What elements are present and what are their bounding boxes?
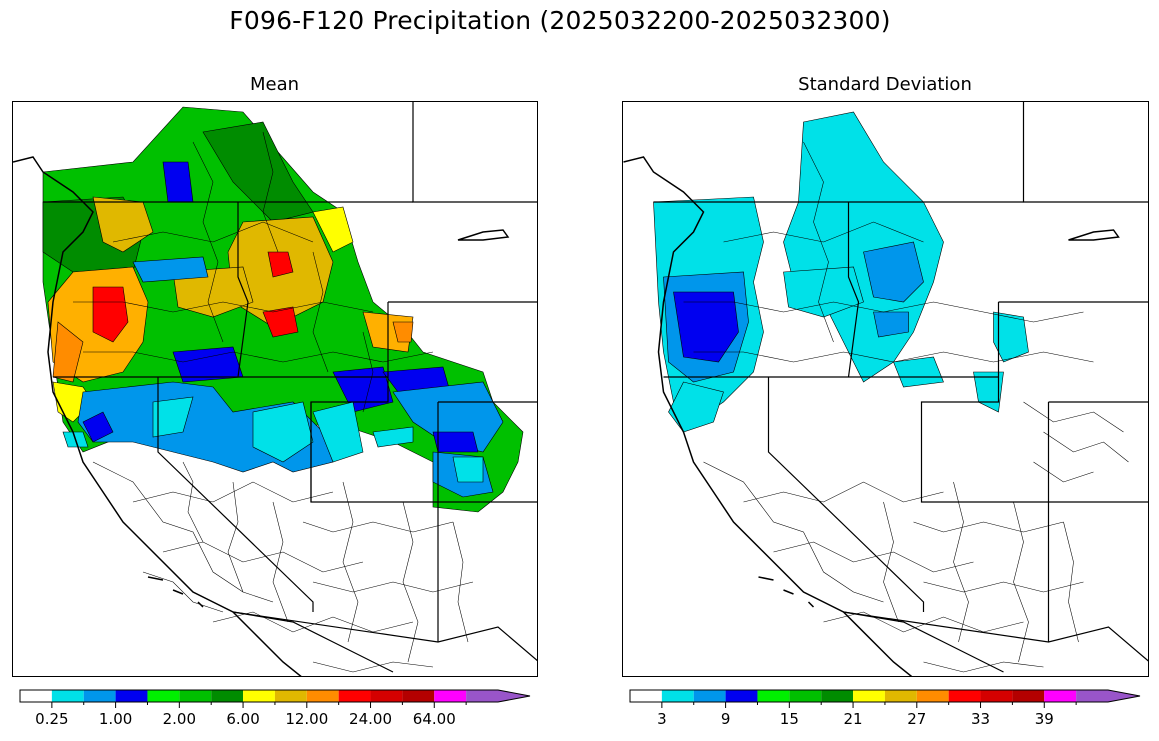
colorbar-segment bbox=[51, 690, 84, 702]
colorbar-stddev bbox=[629, 689, 1141, 708]
colorbar-segment bbox=[179, 690, 212, 702]
colorbar-tick-label: 39 bbox=[1034, 710, 1054, 728]
colorbar-tick-label: 15 bbox=[779, 710, 799, 728]
colorbar-segment bbox=[20, 690, 52, 702]
colorbar-stddev-svg bbox=[629, 689, 1141, 708]
precip-shading-mean bbox=[42, 106, 524, 513]
colorbar-segment bbox=[83, 690, 116, 702]
colorbar-tick-label: 3 bbox=[657, 710, 667, 728]
state-borders-stddev bbox=[653, 102, 1148, 673]
colorbar-segment bbox=[757, 690, 790, 702]
colorbar-segment bbox=[402, 690, 435, 702]
map-mean bbox=[12, 101, 538, 677]
map-stddev bbox=[622, 101, 1149, 677]
colorbar-segment bbox=[916, 690, 949, 702]
colorbar-segment bbox=[1044, 690, 1077, 702]
coastline-mean bbox=[13, 156, 510, 676]
colorbar-segment bbox=[306, 690, 339, 702]
colorbar-tick-label: 0.25 bbox=[35, 710, 69, 728]
colorbar-mean bbox=[19, 689, 531, 708]
colorbar-segment bbox=[147, 690, 180, 702]
colorbar-segment bbox=[630, 690, 662, 702]
map-stddev-svg bbox=[623, 102, 1148, 676]
colorbar-tick-label: 27 bbox=[907, 710, 927, 728]
basin-outlines-mean bbox=[73, 131, 474, 673]
colorbar-outline bbox=[19, 689, 531, 703]
precip-shading-stddev bbox=[653, 111, 1029, 433]
colorbar-segment bbox=[821, 690, 854, 702]
colorbar-segment bbox=[274, 690, 307, 702]
colorbar-segment bbox=[338, 690, 371, 702]
colorbar-tick-label: 21 bbox=[843, 710, 863, 728]
colorbar-segment bbox=[211, 690, 244, 702]
colorbar-tick-label: 24.00 bbox=[349, 710, 393, 728]
colorbar-mean-svg bbox=[19, 689, 531, 708]
colorbar-outline bbox=[629, 689, 1141, 703]
panel-title-stddev: Standard Deviation bbox=[798, 74, 972, 95]
colorbar-segment bbox=[466, 690, 530, 702]
coastline-stddev bbox=[623, 156, 1120, 676]
colorbar-segment bbox=[115, 690, 148, 702]
colorbar-segment bbox=[948, 690, 981, 702]
state-borders-mean bbox=[43, 102, 537, 673]
colorbar-segment bbox=[661, 690, 694, 702]
colorbar-segment bbox=[980, 690, 1013, 702]
colorbar-tick-label: 33 bbox=[970, 710, 991, 728]
colorbar-segment bbox=[789, 690, 822, 702]
colorbar-segment bbox=[243, 690, 275, 702]
colorbar-segment bbox=[693, 690, 726, 702]
colorbar-segment bbox=[370, 690, 403, 702]
colorbar-tick-label: 6.00 bbox=[226, 710, 260, 728]
colorbar-segment bbox=[884, 690, 917, 702]
colorbar-tick-label: 1.00 bbox=[98, 710, 133, 728]
map-mean-svg bbox=[13, 102, 537, 676]
colorbar-tick-label: 9 bbox=[720, 710, 731, 728]
colorbar-segment bbox=[1012, 690, 1045, 702]
colorbar-tick-label: 12.00 bbox=[285, 710, 329, 728]
panel-title-mean: Mean bbox=[249, 74, 300, 95]
colorbar-tick-label: 64.00 bbox=[412, 710, 456, 728]
colorbar-tick-label: 2.00 bbox=[162, 710, 197, 728]
colorbar-segment bbox=[725, 690, 758, 702]
colorbar-segment bbox=[853, 690, 885, 702]
colorbar-segment bbox=[434, 690, 467, 702]
figure-title: F096-F120 Precipitation (2025032200-2025… bbox=[229, 6, 891, 35]
colorbar-segment bbox=[1076, 690, 1140, 702]
